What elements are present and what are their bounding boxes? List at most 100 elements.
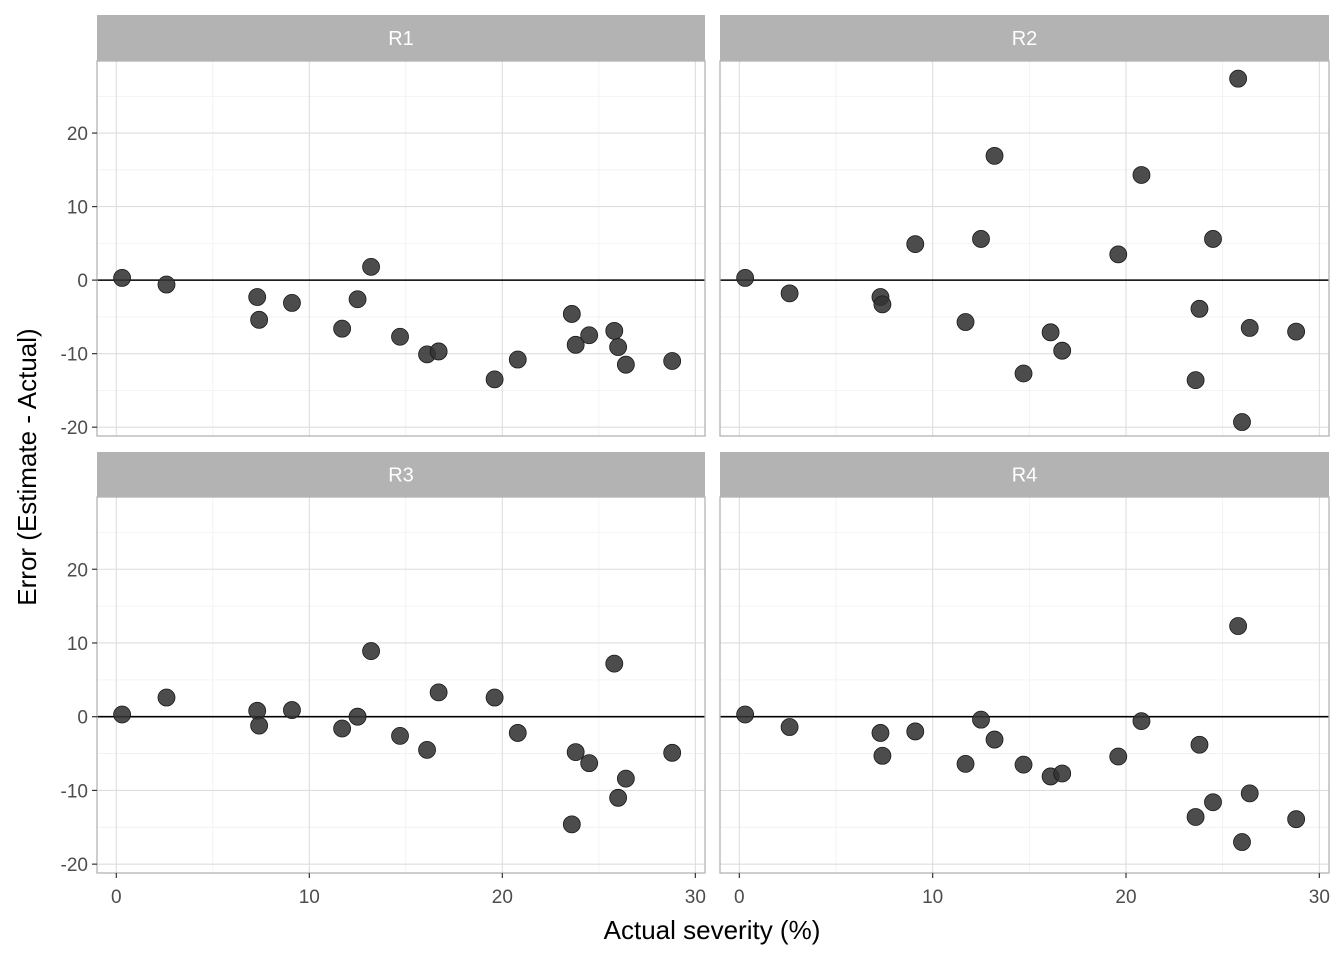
data-point <box>873 295 892 314</box>
panel-border <box>96 496 706 874</box>
x-tick-label: 30 <box>1309 887 1330 908</box>
data-point <box>250 716 269 735</box>
panel-r1: R1 <box>96 15 706 437</box>
panel-strip-label: R4 <box>1012 465 1038 487</box>
data-point <box>1014 364 1033 383</box>
data-point <box>1109 747 1128 766</box>
data-point <box>1014 755 1033 774</box>
data-point <box>956 313 975 331</box>
data-point <box>609 338 628 356</box>
y-tick-label: -10 <box>61 345 88 366</box>
data-point <box>1132 166 1151 184</box>
data-point <box>348 707 367 726</box>
data-point <box>1132 712 1151 731</box>
data-point <box>485 370 504 389</box>
data-point <box>1233 833 1251 851</box>
data-point <box>1109 245 1128 264</box>
data-point <box>1204 793 1222 812</box>
data-point <box>605 654 624 673</box>
panel-strip <box>720 15 1329 61</box>
panel-strip-label: R1 <box>388 28 414 50</box>
data-point <box>418 740 436 759</box>
data-point <box>113 705 131 724</box>
y-tick-label: -20 <box>61 418 88 439</box>
data-point <box>605 321 624 340</box>
data-point <box>1190 299 1209 318</box>
data-point <box>780 284 799 303</box>
panel-strip-label: R2 <box>1012 28 1038 50</box>
data-point <box>429 342 448 361</box>
data-point <box>391 327 409 346</box>
data-point <box>566 335 585 354</box>
data-point <box>1186 808 1205 826</box>
data-point <box>248 701 267 720</box>
data-point <box>362 642 380 660</box>
data-point <box>616 769 635 788</box>
panel-grid <box>720 61 1329 436</box>
y-tick-label: -10 <box>61 781 88 802</box>
data-point <box>333 719 352 738</box>
panel-border <box>96 60 706 437</box>
data-point <box>780 718 799 736</box>
data-point <box>348 290 367 309</box>
data-point <box>1229 617 1248 635</box>
data-point <box>663 743 682 762</box>
data-point <box>985 146 1004 165</box>
y-tick-label: 0 <box>77 271 88 292</box>
panel-r4: R4 <box>719 452 1330 874</box>
panel-r3: R3 <box>96 452 706 874</box>
panel-r2: R2 <box>719 15 1330 437</box>
x-tick-label: 20 <box>492 887 513 908</box>
data-point <box>362 257 380 276</box>
data-point <box>1053 341 1072 360</box>
panel-border <box>719 60 1330 437</box>
data-point <box>333 319 352 338</box>
y-axis-title: Error (Estimate - Actual) <box>12 328 42 605</box>
data-point <box>871 724 890 742</box>
data-point <box>283 294 301 312</box>
data-point <box>1053 764 1072 783</box>
data-point <box>429 683 448 702</box>
panel-strip <box>97 15 705 61</box>
y-tick-label: 10 <box>67 198 88 219</box>
x-tick-label: 20 <box>1115 887 1136 908</box>
data-point <box>956 754 975 773</box>
x-axis-title: Actual severity (%) <box>604 915 821 945</box>
data-point <box>508 724 527 742</box>
data-point <box>248 288 267 306</box>
x-tick-label: 10 <box>922 887 943 908</box>
data-point <box>906 722 925 741</box>
data-point <box>1041 323 1060 342</box>
data-point <box>283 701 301 719</box>
data-point <box>1186 371 1205 390</box>
data-point <box>873 746 892 765</box>
data-point <box>1204 230 1222 248</box>
data-point <box>391 726 409 745</box>
panel-border <box>719 496 1330 874</box>
data-point <box>157 688 176 707</box>
panel-grid <box>720 497 1329 873</box>
data-point <box>580 326 599 345</box>
data-point <box>972 230 990 248</box>
x-tick-label: 0 <box>111 887 122 908</box>
y-tick-label: 0 <box>77 708 88 729</box>
x-tick-label: 0 <box>734 887 745 908</box>
x-tick-label: 30 <box>685 887 706 908</box>
data-point <box>1287 322 1306 341</box>
data-point <box>972 710 990 729</box>
data-point <box>1240 784 1259 803</box>
data-point <box>566 743 585 761</box>
data-point <box>736 705 755 724</box>
y-tick-label: 10 <box>67 634 88 655</box>
y-tick-label: -20 <box>61 855 88 876</box>
data-point <box>562 305 581 323</box>
panel-strip <box>97 452 705 497</box>
data-point <box>1233 413 1251 431</box>
x-tick-label: 10 <box>299 887 320 908</box>
y-tick-label: 20 <box>67 124 88 145</box>
data-point <box>157 275 176 294</box>
data-point <box>985 730 1004 749</box>
data-point <box>609 788 628 807</box>
data-point <box>736 269 755 287</box>
